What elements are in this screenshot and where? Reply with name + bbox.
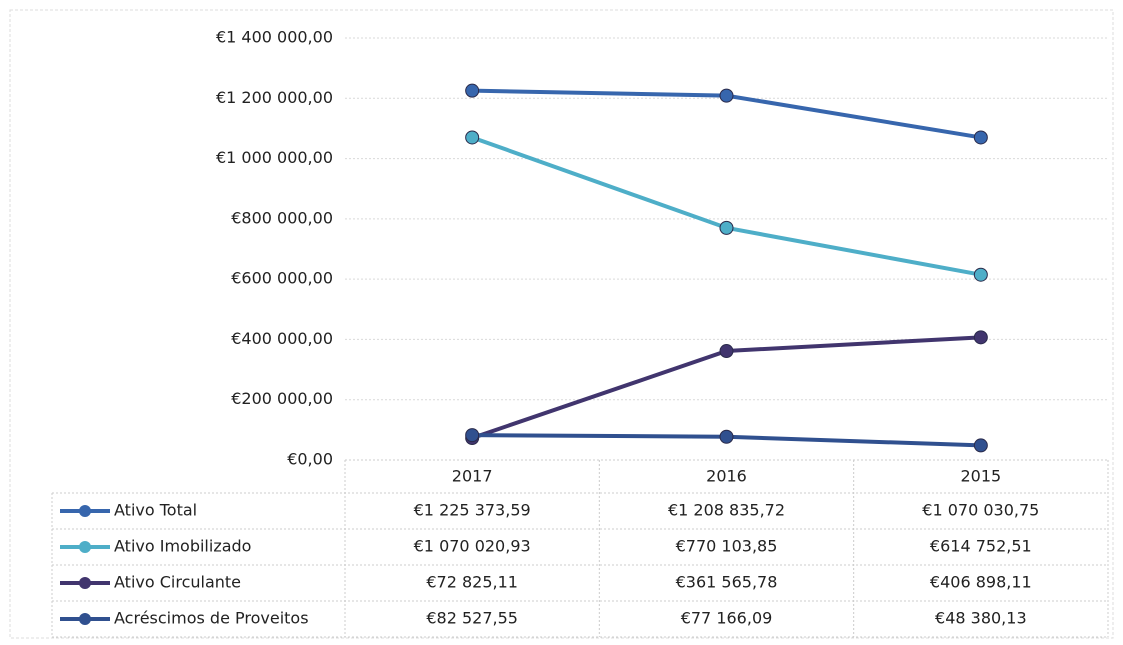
- table-value: €1 070 020,93: [414, 537, 531, 556]
- data-point: [719, 88, 734, 103]
- y-tick-label: €0,00: [287, 450, 333, 469]
- table-value: €1 208 835,72: [668, 501, 785, 520]
- y-tick-label: €600 000,00: [231, 269, 333, 288]
- y-tick-label: €800 000,00: [231, 208, 333, 227]
- data-point: [719, 344, 734, 359]
- data-point: [465, 130, 480, 145]
- legend-marker: [79, 577, 91, 589]
- legend-marker: [79, 613, 91, 625]
- y-tick-label: €200 000,00: [231, 389, 333, 408]
- table-value: €1 225 373,59: [414, 501, 531, 520]
- data-point: [719, 220, 734, 235]
- table-value: €770 103,85: [676, 537, 778, 556]
- y-tick-label: €400 000,00: [231, 329, 333, 348]
- data-point: [719, 429, 734, 444]
- table-value: €82 527,55: [426, 609, 518, 628]
- legend-marker: [79, 505, 91, 517]
- data-point: [973, 267, 988, 282]
- table-value: €406 898,11: [930, 573, 1032, 592]
- data-point: [465, 428, 480, 443]
- table-value: €614 752,51: [930, 537, 1032, 556]
- legend-label: Acréscimos de Proveitos: [114, 609, 309, 628]
- x-tick-label: 2015: [960, 467, 1001, 486]
- x-tick-label: 2017: [452, 467, 493, 486]
- table-value: €77 166,09: [681, 609, 773, 628]
- y-tick-label: €1 000 000,00: [216, 148, 333, 167]
- table-value: €48 380,13: [935, 609, 1027, 628]
- x-tick-label: 2016: [706, 467, 747, 486]
- chart-frame: [9, 9, 1114, 639]
- table-value: €1 070 030,75: [922, 501, 1039, 520]
- data-point: [973, 130, 988, 145]
- data-point: [973, 438, 988, 453]
- table-value: €361 565,78: [676, 573, 778, 592]
- legend-label: Ativo Imobilizado: [114, 537, 251, 556]
- table-value: €72 825,11: [426, 573, 518, 592]
- series-line: [471, 135, 982, 277]
- y-tick-label: €1 400 000,00: [216, 28, 333, 47]
- y-tick-label: €1 200 000,00: [216, 88, 333, 107]
- legend-label: Ativo Circulante: [114, 573, 241, 592]
- data-point: [973, 330, 988, 345]
- data-point: [465, 83, 480, 98]
- legend-label: Ativo Total: [114, 501, 197, 520]
- legend-marker: [79, 541, 91, 553]
